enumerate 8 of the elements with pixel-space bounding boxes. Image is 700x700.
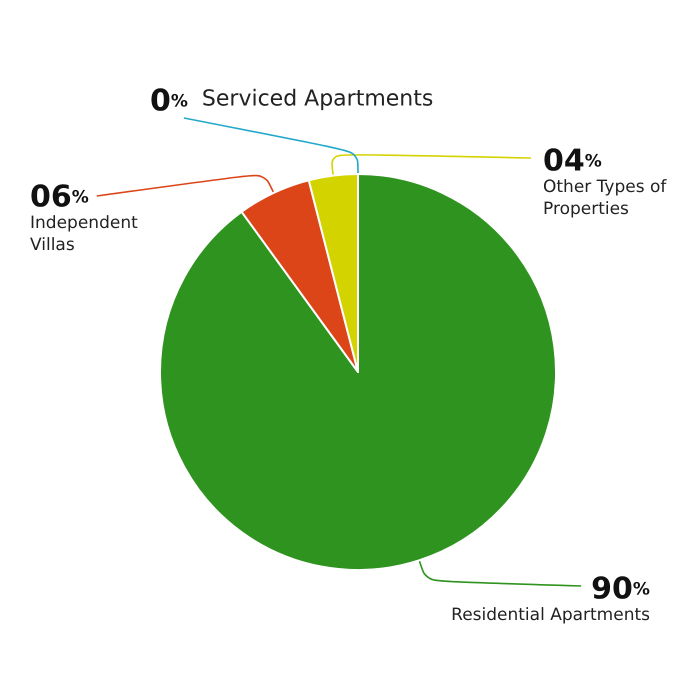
slice-label: Residential Apartments	[451, 605, 650, 625]
text: 0%	[150, 84, 188, 118]
slice-label: Other Types of Properties	[543, 177, 668, 219]
slice-label: Independent Villas	[30, 213, 138, 255]
category-label: Serviced Apartments	[202, 86, 434, 112]
data-label: 90%	[591, 572, 650, 606]
data-label: 06%	[30, 180, 89, 214]
data-label: 04%	[543, 144, 602, 178]
